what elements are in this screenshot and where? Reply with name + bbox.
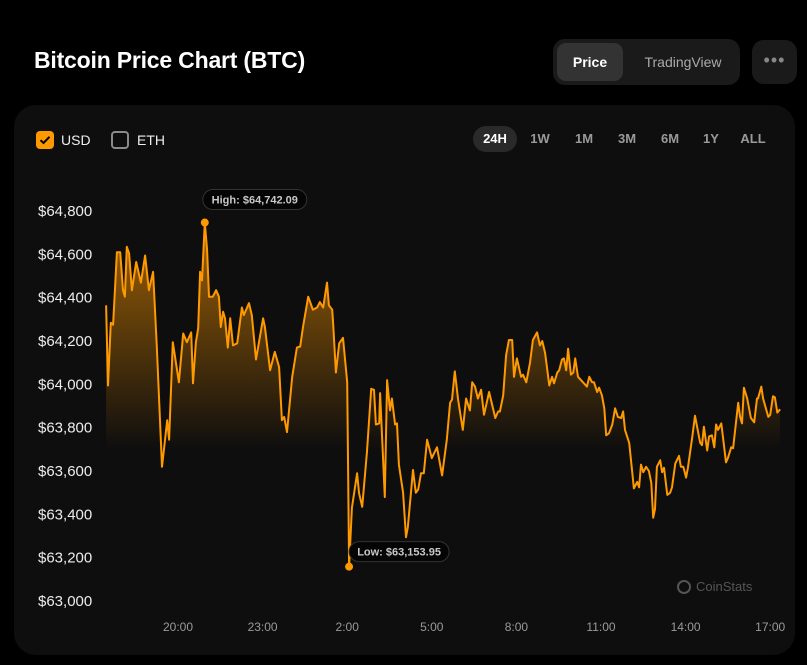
high-label: High: $64,742.09 xyxy=(212,195,298,207)
eth-checkbox[interactable] xyxy=(111,131,129,149)
tab-1y[interactable]: 1Y xyxy=(703,131,719,146)
ellipsis-icon: ••• xyxy=(763,50,786,70)
high-label-pill xyxy=(202,189,308,211)
tab-3m[interactable]: 3M xyxy=(617,131,637,146)
y-tick-label: $64,200 xyxy=(38,333,92,350)
x-tick-label: 2:00 xyxy=(336,620,360,634)
y-tick-label: $63,800 xyxy=(38,420,92,437)
page-title: Bitcoin Price Chart (BTC) xyxy=(34,47,306,73)
more-options-button[interactable]: ••• xyxy=(752,40,797,84)
x-tick-label: 17:00 xyxy=(755,620,785,634)
y-tick-label: $63,000 xyxy=(38,593,92,610)
view-toggle: Price TradingView xyxy=(553,39,740,85)
y-tick-label: $63,400 xyxy=(38,506,92,523)
price-line xyxy=(105,221,781,568)
y-tick-label: $63,600 xyxy=(38,463,92,480)
checkmark-icon xyxy=(39,136,51,145)
x-tick-label: 14:00 xyxy=(671,620,701,634)
x-tick-label: 8:00 xyxy=(505,620,529,634)
y-tick-label: $63,200 xyxy=(38,550,92,567)
tab-1w[interactable]: 1W xyxy=(530,131,550,146)
coinstats-logo-icon xyxy=(677,580,691,594)
tab-1m[interactable]: 1M xyxy=(574,131,594,146)
y-tick-label: $64,600 xyxy=(38,246,92,263)
tab-6m[interactable]: 6M xyxy=(660,131,680,146)
tab-all[interactable]: ALL xyxy=(740,131,766,146)
y-tick-label: $64,800 xyxy=(38,203,92,220)
low-label: Low: $63,153.95 xyxy=(357,547,441,559)
eth-label: ETH xyxy=(137,132,165,148)
y-tick-label: $64,400 xyxy=(38,290,92,307)
price-view-button[interactable]: Price xyxy=(557,43,623,81)
price-area-fill xyxy=(106,222,781,567)
usd-checkbox[interactable] xyxy=(36,131,54,149)
coinstats-watermark: CoinStats xyxy=(677,579,752,594)
low-marker xyxy=(345,562,354,571)
y-tick-label: $64,000 xyxy=(38,376,92,393)
low-label-pill xyxy=(348,541,450,563)
x-tick-label: 5:00 xyxy=(420,620,444,634)
x-tick-label: 23:00 xyxy=(248,620,278,634)
high-marker xyxy=(200,218,209,227)
tradingview-view-button[interactable]: TradingView xyxy=(644,54,722,70)
x-tick-label: 20:00 xyxy=(163,620,193,634)
tab-24h[interactable]: 24H xyxy=(473,126,517,152)
usd-label: USD xyxy=(61,132,91,148)
x-tick-label: 11:00 xyxy=(586,620,615,634)
